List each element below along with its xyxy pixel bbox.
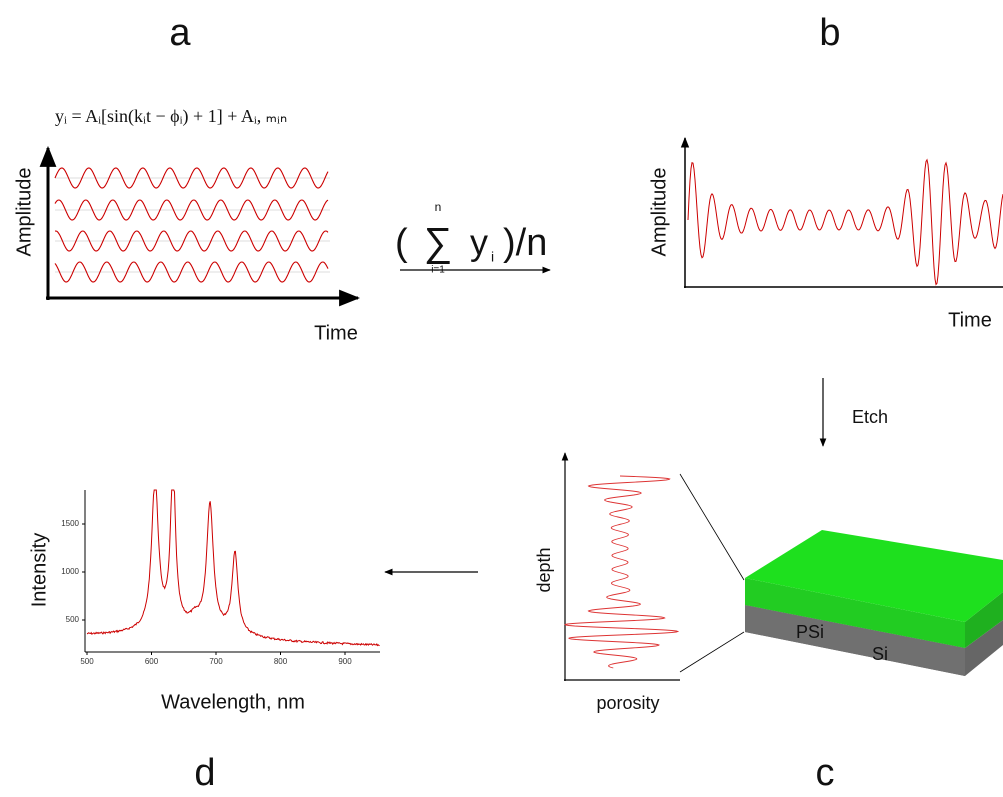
- psi-top: [745, 530, 1003, 622]
- axis-label: Time: [948, 309, 992, 331]
- panel-label: c: [816, 752, 835, 794]
- sum-term-sub: i: [491, 249, 494, 265]
- panel-label: b: [819, 12, 840, 54]
- sum-close: )/n: [503, 222, 547, 264]
- panel-label: a: [169, 12, 191, 54]
- si-front: [745, 605, 965, 676]
- axis-label: Time: [314, 322, 358, 344]
- sum-upper: n: [435, 200, 442, 214]
- y-tick-label: 500: [66, 615, 80, 624]
- y-tick-label: 1500: [61, 519, 79, 528]
- sine-wave: [54, 167, 329, 189]
- axis-label: Amplitude: [13, 168, 35, 257]
- x-tick-label: 900: [338, 657, 352, 666]
- spectrum: [86, 489, 380, 647]
- sum-open: (: [395, 222, 408, 264]
- sum-term: y: [470, 222, 488, 263]
- sum-sigma: ∑: [424, 221, 453, 265]
- layer-label: Si: [872, 644, 888, 664]
- x-tick-label: 500: [80, 657, 94, 666]
- psi-side: [965, 592, 1003, 648]
- sine-waves: [54, 167, 330, 283]
- x-tick-label: 800: [274, 657, 288, 666]
- axis-label: Intensity: [28, 533, 50, 607]
- formula: yᵢ = Aᵢ[sin(kᵢt − ϕᵢ) + 1] + Aᵢ, ₘᵢₙ: [55, 106, 287, 127]
- x-tick-label: 600: [145, 657, 159, 666]
- axis-label: Wavelength, nm: [161, 691, 305, 713]
- etch-label: Etch: [852, 407, 888, 427]
- y-tick-label: 1000: [61, 567, 79, 576]
- layer-label: PSi: [796, 622, 824, 642]
- axis-label: Amplitude: [648, 168, 670, 257]
- sine-wave: [54, 230, 329, 252]
- porosity-profile: [564, 475, 680, 669]
- axis-label: porosity: [596, 693, 659, 713]
- sine-wave: [54, 261, 329, 283]
- psi-front: [745, 578, 965, 648]
- axis-label: depth: [534, 547, 554, 592]
- sine-wave: [54, 199, 329, 221]
- averaged-wave: [687, 158, 1003, 286]
- connector: [679, 631, 745, 673]
- x-tick-label: 700: [209, 657, 223, 666]
- ticks: 500 1000 1500 500 600 700 800 900: [61, 519, 352, 666]
- panel-label: d: [194, 752, 215, 794]
- connector: [679, 473, 745, 581]
